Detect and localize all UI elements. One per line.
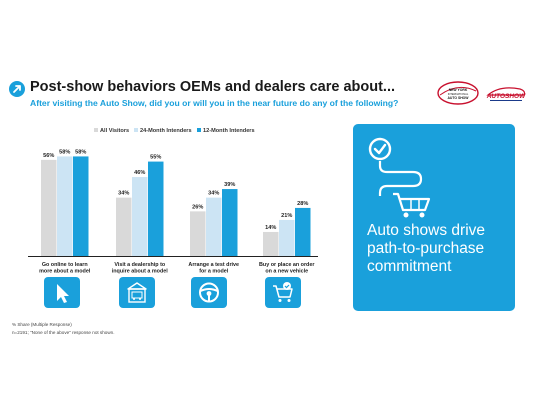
- ny-auto-show-logo: NEW YORK INTERNATIONAL AUTO SHOW: [437, 81, 479, 105]
- footnote-share: % Share (Multiple Response): [12, 322, 72, 327]
- category-label: Buy or place an order: [259, 262, 315, 268]
- bar: [222, 189, 238, 256]
- steering-wheel-icon: [191, 277, 227, 308]
- category-label: more about a model: [39, 269, 91, 275]
- category-label: on a new vehicle: [265, 269, 308, 275]
- bar-value-label: 34%: [208, 191, 219, 197]
- bar: [41, 159, 57, 256]
- bar-value-label: 26%: [192, 204, 203, 210]
- ny-logo-line1: NEW YORK: [449, 88, 468, 92]
- category-label: inquire about a model: [112, 269, 169, 275]
- ny-logo-line2: INTERNATIONAL: [448, 92, 469, 96]
- callout-text: Auto shows drive path-to-purchase commit…: [367, 222, 486, 275]
- category-label: Arrange a test drive: [188, 262, 239, 268]
- legend-label: 12-Month Intenders: [203, 128, 255, 134]
- bar-chart: All Visitors 24-Month Intenders 12-Month I…: [28, 128, 318, 275]
- arrow-badge-icon: [9, 81, 25, 97]
- autoshow-brand-logo: AUTOSHOW: [486, 87, 526, 101]
- footnote-sample: n=2191; "None of the above" response not…: [12, 330, 115, 335]
- bar-value-label: 21%: [281, 213, 292, 219]
- bar-value-label: 55%: [150, 155, 161, 161]
- callout-panel: Auto shows drive path-to-purchase commit…: [353, 124, 515, 311]
- bar-value-label: 28%: [297, 201, 308, 207]
- legend-swatch: [94, 128, 98, 132]
- bar: [73, 156, 89, 256]
- legend-label: 24-Month Intenders: [140, 128, 192, 134]
- shopping-cart-check-icon: [265, 277, 301, 308]
- chart-subtitle: After visiting the Auto Show, did you or…: [30, 98, 399, 108]
- bar: [148, 161, 164, 256]
- bar-value-label: 58%: [59, 149, 70, 155]
- dealership-building-icon: [119, 277, 155, 308]
- bar-value-label: 34%: [118, 191, 129, 197]
- bar: [190, 211, 206, 256]
- bar: [263, 231, 279, 256]
- bar-value-label: 56%: [43, 153, 54, 159]
- category-label: Visit a dealership to: [114, 262, 166, 268]
- bar: [206, 197, 222, 256]
- ny-logo-line3: AUTO SHOW: [447, 96, 469, 100]
- bar: [279, 219, 295, 256]
- category-label: for a model: [199, 269, 229, 275]
- cursor-arrow-icon: [44, 277, 80, 308]
- bar: [116, 197, 132, 256]
- bar: [57, 156, 73, 256]
- bar: [295, 207, 311, 256]
- legend-label: All Visitors: [100, 128, 129, 134]
- bar: [132, 177, 148, 256]
- chart-title: Post-show behaviors OEMs and dealers car…: [30, 79, 396, 95]
- bar-value-label: 39%: [224, 182, 235, 188]
- legend-swatch: [134, 128, 138, 132]
- category-label: Go online to learn: [42, 262, 88, 268]
- autoshow-logo-text: AUTOSHOW: [486, 93, 526, 100]
- bar-value-label: 58%: [75, 149, 86, 155]
- legend-swatch: [197, 128, 201, 132]
- bar-value-label: 14%: [265, 225, 276, 231]
- path-to-purchase-icon: [368, 137, 431, 218]
- bar-value-label: 46%: [134, 170, 145, 176]
